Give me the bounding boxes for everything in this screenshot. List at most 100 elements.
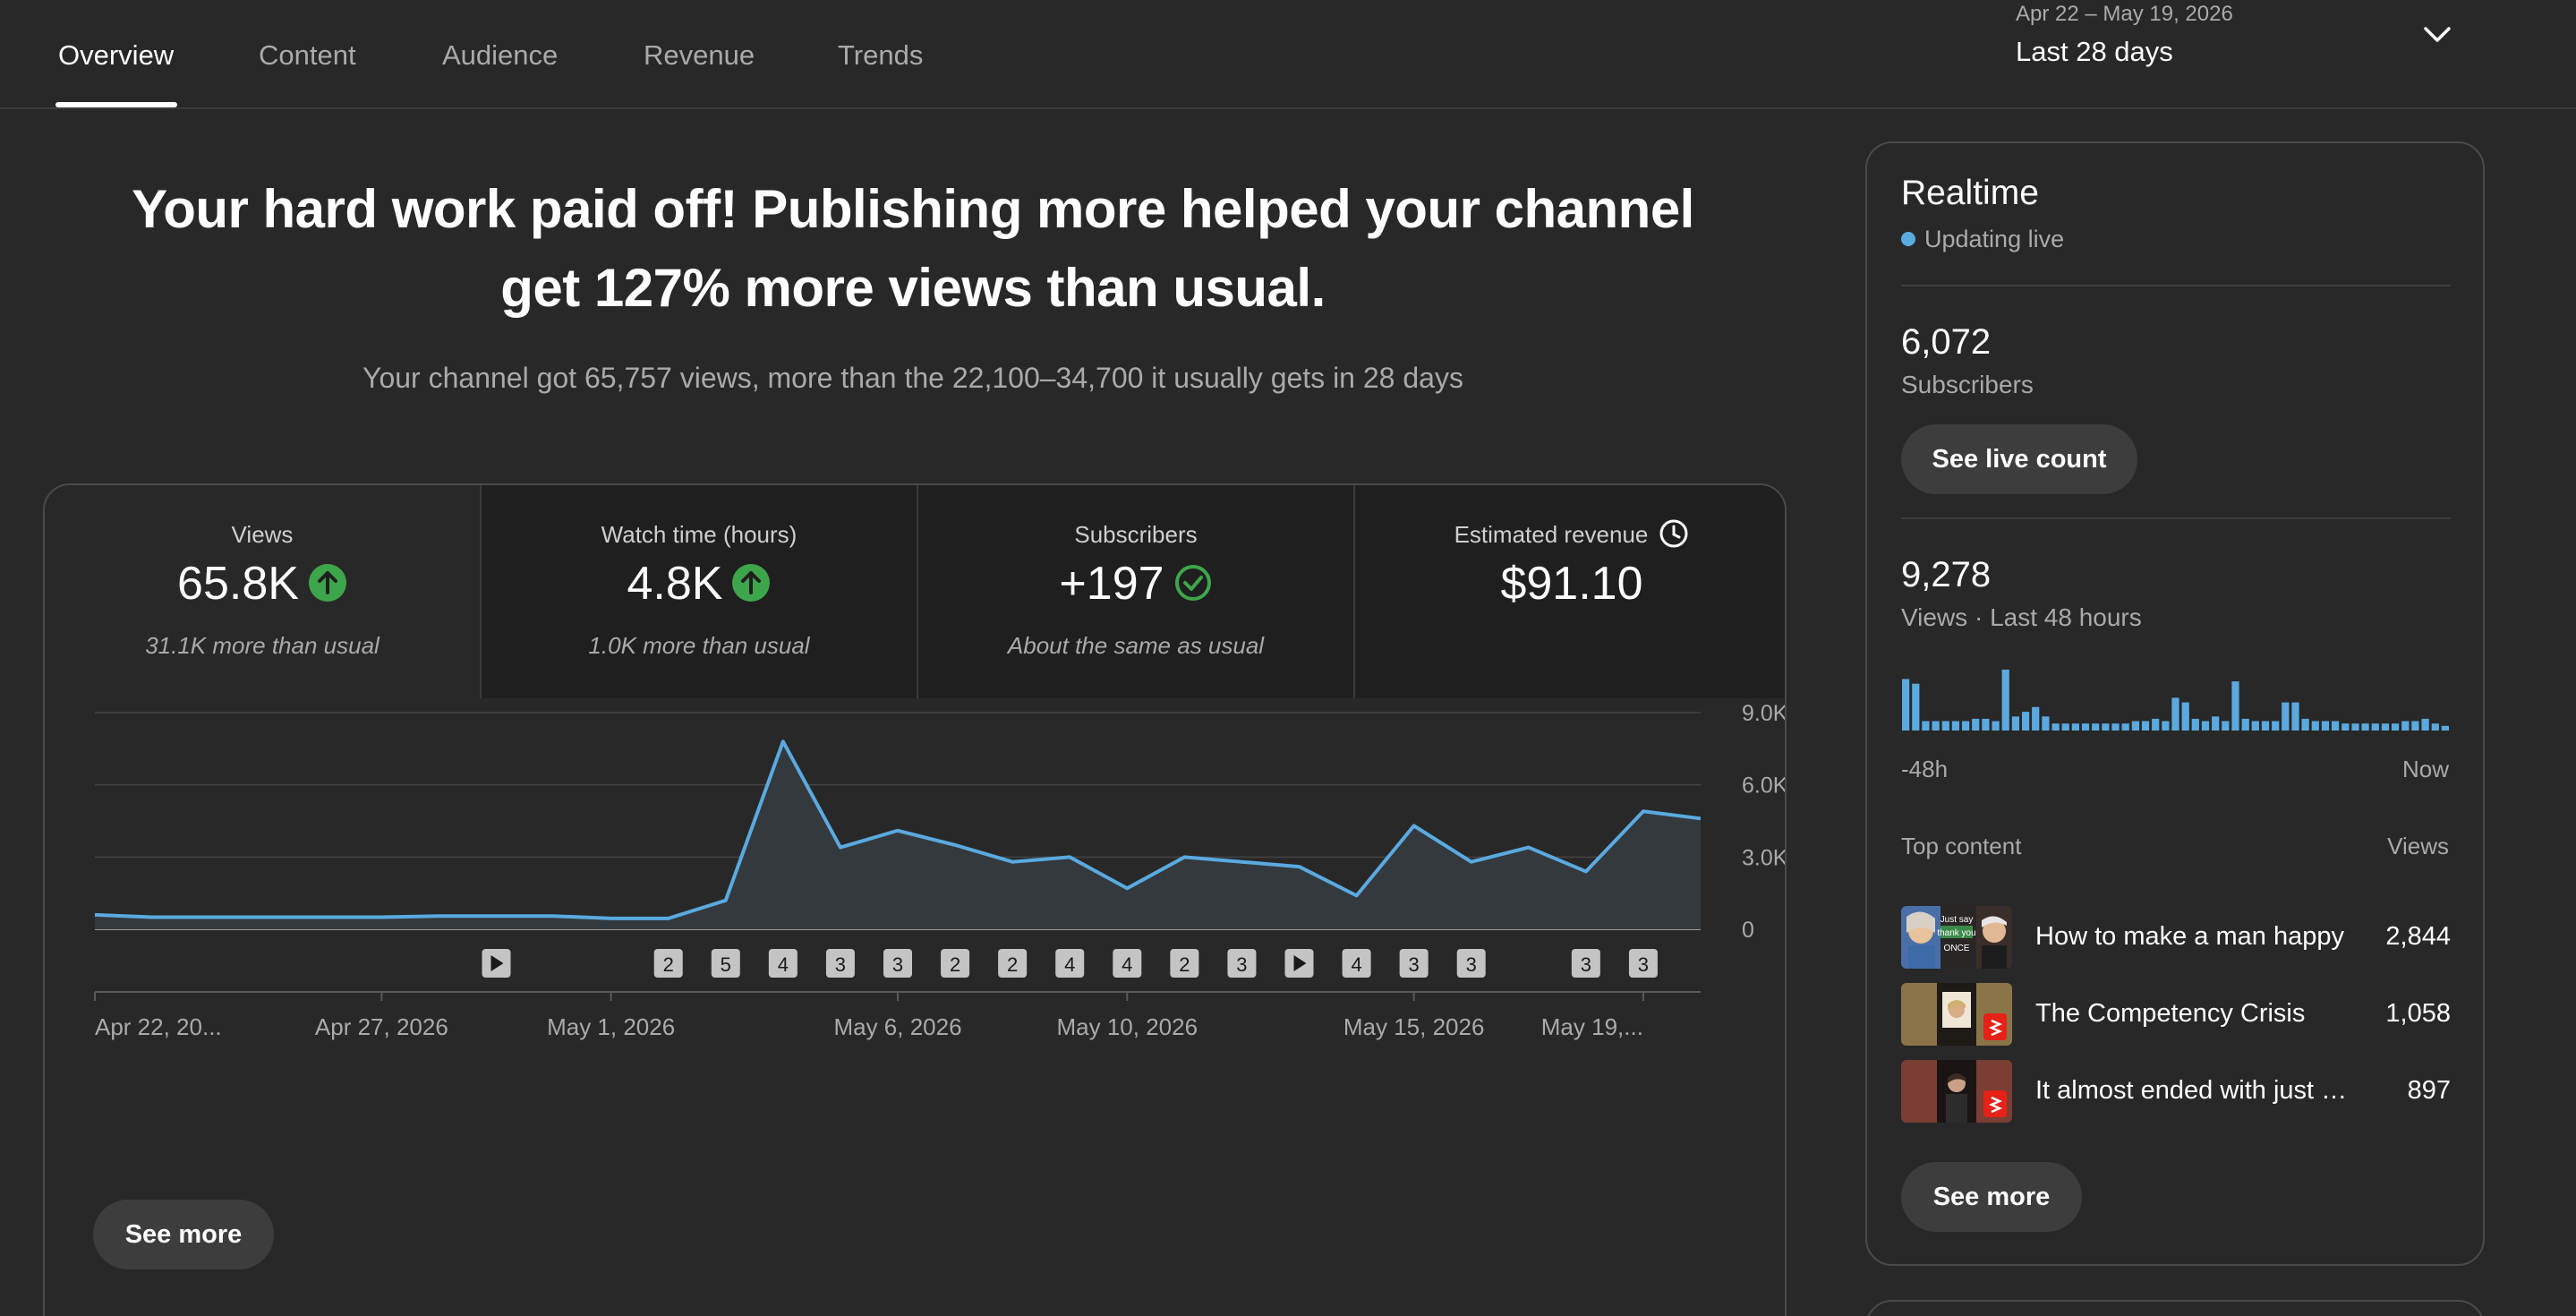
realtime-bar[interactable] [2111,723,2120,731]
tab-bar: Overview Content Audience Revenue Trends… [0,0,2576,109]
metric-subscribers[interactable]: Subscribers +197 About the same as usual [918,485,1353,698]
realtime-bar[interactable] [2191,718,2199,731]
upload-count-marker[interactable]: 4 [1113,949,1142,978]
realtime-bar[interactable] [2321,721,2330,731]
upload-count-marker[interactable]: 3 [1571,949,1600,978]
realtime-bar[interactable] [2042,716,2050,731]
realtime-bar[interactable] [2092,723,2100,731]
realtime-bar[interactable] [1941,721,1949,731]
realtime-bar[interactable] [2152,718,2160,731]
upload-count-marker[interactable]: 3 [1227,949,1257,978]
video-upload-marker[interactable] [1284,949,1314,978]
realtime-bar[interactable] [2121,723,2129,731]
realtime-bar[interactable] [2332,721,2340,731]
realtime-bar[interactable] [1972,718,1980,731]
upload-count-marker[interactable]: 5 [711,949,740,978]
upload-count-marker[interactable]: 2 [653,949,683,978]
realtime-bar[interactable] [2081,723,2090,731]
realtime-bar[interactable] [2361,723,2369,731]
realtime-bar[interactable] [2241,718,2249,731]
upload-count-marker[interactable]: 4 [1342,949,1371,978]
metric-value: $91.10 [1500,558,1643,610]
realtime-bar[interactable] [2141,721,2150,731]
see-more-button[interactable]: See more [93,1200,274,1269]
realtime-bar[interactable] [2051,723,2060,731]
upload-count-marker[interactable]: 3 [1399,949,1429,978]
realtime-bar[interactable] [2231,681,2239,731]
upload-count-marker[interactable]: 3 [1456,949,1486,978]
metric-label: Estimated revenue [1454,521,1649,548]
realtime-bar[interactable] [2181,702,2189,731]
video-upload-marker[interactable] [482,949,511,978]
see-live-count-button[interactable]: See live count [1901,424,2137,494]
upload-count-marker[interactable]: 2 [1170,949,1199,978]
realtime-bar[interactable] [2282,702,2290,731]
realtime-bar[interactable] [2371,723,2379,731]
realtime-bar[interactable] [2201,721,2210,731]
realtime-bar[interactable] [2251,721,2259,731]
realtime-bar[interactable] [1902,679,1910,731]
top-content-item[interactable]: It almost ended with just one 897 [1901,1060,2451,1126]
realtime-bar[interactable] [2351,723,2359,731]
realtime-bar[interactable] [2441,725,2449,731]
tab-content[interactable]: Content [259,39,356,71]
views-header: Views [2387,833,2449,859]
realtime-bar[interactable] [2341,723,2350,731]
upload-count-marker[interactable]: 2 [941,949,970,978]
realtime-bar[interactable] [2311,721,2319,731]
realtime-bar[interactable] [2291,702,2299,731]
realtime-bar[interactable] [1932,721,1940,731]
realtime-bar[interactable] [2301,718,2309,731]
realtime-bar[interactable] [2071,723,2079,731]
metric-estimated-revenue[interactable]: Estimated revenue $91.10 [1355,485,1785,698]
realtime-bar[interactable] [1912,683,1920,731]
realtime-bar[interactable] [2162,721,2170,731]
upload-count-marker[interactable]: 4 [768,949,798,978]
top-content-item[interactable]: Just say thank you ONCE How to make a ma… [1901,906,2451,972]
realtime-bar[interactable] [2102,723,2110,731]
upload-count-marker[interactable]: 4 [1055,949,1085,978]
metric-views[interactable]: Views 65.8K 31.1K more than usual [45,485,480,698]
tab-audience[interactable]: Audience [442,39,559,71]
realtime-bar[interactable] [2131,721,2139,731]
realtime-bar[interactable] [2272,721,2280,731]
tab-revenue[interactable]: Revenue [644,39,755,71]
realtime-bar[interactable] [1951,721,1959,731]
realtime-bar[interactable] [2222,721,2230,731]
realtime-bar[interactable] [2431,723,2439,731]
insight-subline: Your channel got 65,757 views, more than… [363,362,1463,394]
realtime-bar[interactable] [2032,706,2040,731]
realtime-bar[interactable] [1992,721,2000,731]
realtime-bar[interactable] [1962,721,1970,731]
realtime-bar[interactable] [2212,716,2220,731]
realtime-bar[interactable] [2022,712,2030,731]
svg-text:3: 3 [1409,953,1420,976]
realtime-bar[interactable] [2381,723,2390,731]
upload-count-marker[interactable]: 3 [1628,949,1658,978]
realtime-bar[interactable] [2011,716,2019,731]
realtime-bar[interactable] [2421,718,2429,731]
clock-icon[interactable] [1659,518,1689,549]
upload-count-marker[interactable]: 2 [998,949,1028,978]
realtime-bar[interactable] [2392,723,2400,731]
realtime-see-more-button[interactable]: See more [1901,1162,2082,1232]
metric-watch-time[interactable]: Watch time (hours) 4.8K 1.0K more than u… [482,485,917,698]
check-circle-icon [1174,565,1211,602]
realtime-bar[interactable] [2001,670,2009,731]
chevron-down-icon[interactable] [2422,23,2452,47]
top-content-item[interactable]: The Competency Crisis 1,058 [1901,983,2451,1049]
realtime-bar[interactable] [2401,721,2410,731]
upload-count-marker[interactable]: 3 [825,949,855,978]
upload-count-marker[interactable]: 3 [883,949,912,978]
svg-text:3: 3 [835,953,846,976]
metric-value: +197 [1059,558,1164,610]
realtime-bar[interactable] [1922,721,1930,731]
realtime-bar[interactable] [2171,697,2179,731]
realtime-bar[interactable] [2061,723,2069,731]
tab-overview[interactable]: Overview [58,39,175,71]
realtime-bar[interactable] [2261,721,2270,731]
realtime-bar[interactable] [2411,721,2419,731]
realtime-subscribers-label: Subscribers [1901,371,2034,398]
tab-trends[interactable]: Trends [838,39,924,71]
realtime-bar[interactable] [1982,718,1990,731]
